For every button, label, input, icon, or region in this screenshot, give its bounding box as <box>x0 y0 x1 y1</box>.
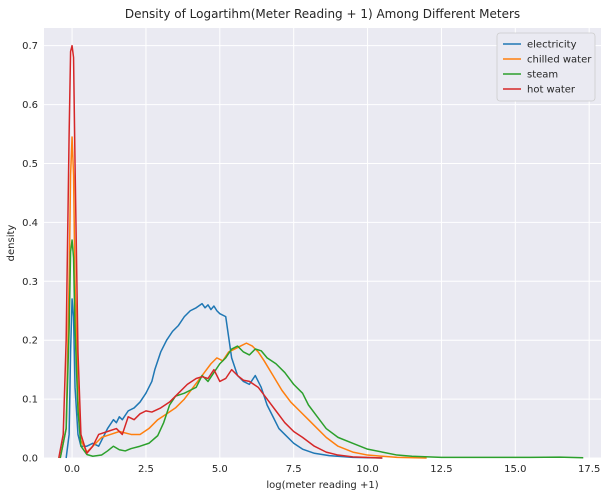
y-axis-title: density <box>6 225 17 262</box>
x-tick-label: 15.0 <box>504 464 526 475</box>
x-axis-ticks: 0.0 2.5 5.0 7.5 10.0 12.5 15.0 17.5 <box>64 464 600 475</box>
y-tick-label: 0.0 <box>22 454 38 465</box>
y-tick-label: 0.4 <box>22 218 38 229</box>
series-layer <box>58 44 584 459</box>
x-tick-label: 7.5 <box>286 464 302 475</box>
series-line-steam <box>59 239 584 459</box>
y-tick-label: 0.3 <box>22 277 38 288</box>
legend-label-hot-water: hot water <box>527 85 576 96</box>
series-line-electricity <box>65 298 383 459</box>
y-tick-label: 0.6 <box>22 100 38 111</box>
x-tick-label: 10.0 <box>356 464 378 475</box>
y-tick-label: 0.2 <box>22 336 38 347</box>
series-line-hot-water <box>58 44 383 459</box>
legend: electricity chilled water steam hot water <box>496 32 596 102</box>
x-tick-label: 2.5 <box>138 464 154 475</box>
y-tick-label: 0.1 <box>22 395 38 406</box>
x-tick-label: 12.5 <box>430 464 452 475</box>
y-tick-label: 0.7 <box>22 41 38 52</box>
legend-label-electricity: electricity <box>527 40 577 51</box>
legend-box <box>496 32 596 102</box>
x-tick-label: 0.0 <box>64 464 80 475</box>
x-tick-label: 17.5 <box>578 464 600 475</box>
y-tick-label: 0.5 <box>22 159 38 170</box>
x-tick-label: 5.0 <box>212 464 228 475</box>
chart-title: Density of Logartihm(Meter Reading + 1) … <box>125 7 520 21</box>
y-axis-ticks: 0.0 0.1 0.2 0.3 0.4 0.5 0.6 0.7 <box>22 41 38 464</box>
x-axis-title: log(meter reading +1) <box>266 480 378 491</box>
legend-label-steam: steam <box>527 70 558 81</box>
legend-label-chilled-water: chilled water <box>527 55 592 66</box>
